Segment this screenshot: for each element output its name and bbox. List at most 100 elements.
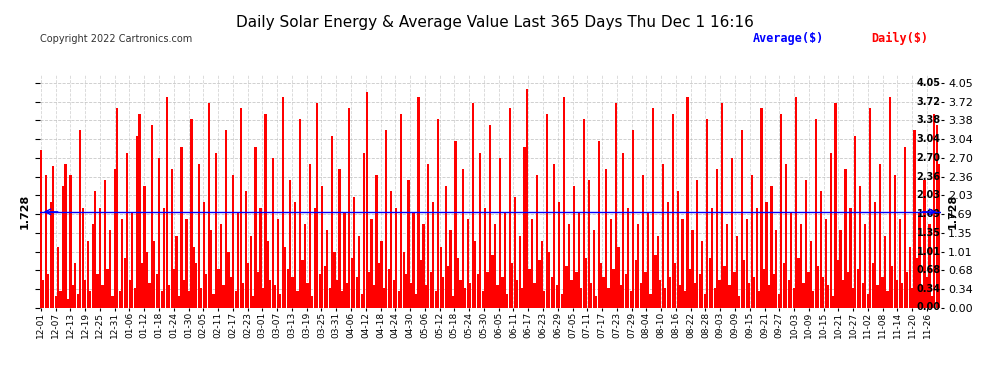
Bar: [218, 269, 220, 308]
Bar: [385, 130, 387, 308]
Bar: [696, 180, 699, 308]
Bar: [689, 269, 691, 308]
Bar: [590, 283, 592, 308]
Bar: [545, 114, 547, 308]
Bar: [491, 255, 494, 308]
Bar: [306, 283, 309, 308]
Bar: [499, 158, 501, 308]
Bar: [198, 164, 200, 308]
Bar: [311, 296, 314, 307]
Bar: [613, 269, 615, 308]
Bar: [339, 169, 341, 308]
Bar: [506, 294, 509, 308]
Bar: [449, 230, 451, 308]
Bar: [536, 175, 538, 308]
Bar: [266, 241, 269, 308]
Bar: [259, 208, 261, 308]
Bar: [706, 119, 709, 308]
Bar: [593, 230, 595, 308]
Bar: [773, 274, 775, 308]
Text: 2.70: 2.70: [917, 153, 940, 163]
Bar: [509, 108, 511, 307]
Bar: [208, 103, 210, 308]
Bar: [548, 252, 550, 308]
Bar: [580, 288, 582, 308]
Bar: [871, 263, 874, 308]
Bar: [876, 285, 879, 308]
Bar: [158, 158, 160, 308]
Bar: [165, 97, 168, 308]
Bar: [539, 261, 541, 308]
Text: 3.38: 3.38: [917, 116, 940, 125]
Bar: [77, 294, 79, 308]
Bar: [620, 285, 622, 308]
Bar: [623, 153, 625, 308]
Bar: [390, 191, 392, 308]
Bar: [445, 186, 446, 308]
Bar: [479, 153, 481, 308]
Bar: [279, 294, 281, 308]
Bar: [353, 197, 355, 308]
Text: Average($): Average($): [752, 32, 824, 45]
Bar: [114, 169, 116, 308]
Bar: [785, 164, 787, 308]
Bar: [830, 153, 832, 308]
Bar: [440, 247, 442, 308]
Bar: [350, 258, 353, 307]
Bar: [238, 213, 240, 308]
Bar: [632, 130, 635, 308]
Bar: [316, 103, 319, 308]
Bar: [131, 213, 134, 308]
Bar: [709, 258, 711, 307]
Text: 1.728: 1.728: [947, 194, 957, 230]
Bar: [405, 274, 407, 308]
Bar: [52, 166, 54, 308]
Bar: [185, 219, 187, 308]
Bar: [213, 294, 215, 308]
Bar: [286, 269, 289, 308]
Bar: [355, 277, 357, 308]
Bar: [319, 274, 321, 308]
Bar: [139, 114, 141, 308]
Text: 3.72: 3.72: [917, 97, 940, 106]
Bar: [736, 236, 738, 308]
Bar: [119, 291, 121, 308]
Bar: [514, 197, 516, 308]
Bar: [395, 208, 397, 308]
Bar: [254, 147, 256, 308]
Bar: [822, 277, 825, 308]
Bar: [494, 225, 496, 308]
Bar: [899, 219, 901, 308]
Bar: [341, 291, 344, 308]
Bar: [134, 288, 136, 308]
Bar: [635, 261, 637, 308]
Bar: [711, 208, 714, 308]
Bar: [486, 272, 489, 308]
Bar: [99, 208, 101, 308]
Bar: [466, 219, 469, 308]
Bar: [284, 247, 286, 308]
Bar: [743, 261, 745, 308]
Bar: [368, 272, 370, 308]
Bar: [183, 280, 185, 308]
Bar: [43, 280, 45, 308]
Bar: [489, 125, 491, 308]
Bar: [126, 153, 129, 308]
Bar: [89, 291, 91, 308]
Bar: [560, 294, 562, 308]
Bar: [484, 208, 486, 308]
Bar: [243, 283, 245, 308]
Bar: [304, 225, 306, 308]
Bar: [750, 175, 752, 308]
Bar: [731, 158, 733, 308]
Text: 1.728: 1.728: [20, 194, 30, 230]
Bar: [783, 263, 785, 308]
Bar: [220, 225, 222, 308]
Bar: [57, 247, 59, 308]
Bar: [598, 141, 600, 308]
Bar: [793, 288, 795, 308]
Bar: [578, 213, 580, 308]
Bar: [471, 103, 474, 308]
Bar: [916, 258, 918, 307]
Bar: [929, 225, 931, 308]
